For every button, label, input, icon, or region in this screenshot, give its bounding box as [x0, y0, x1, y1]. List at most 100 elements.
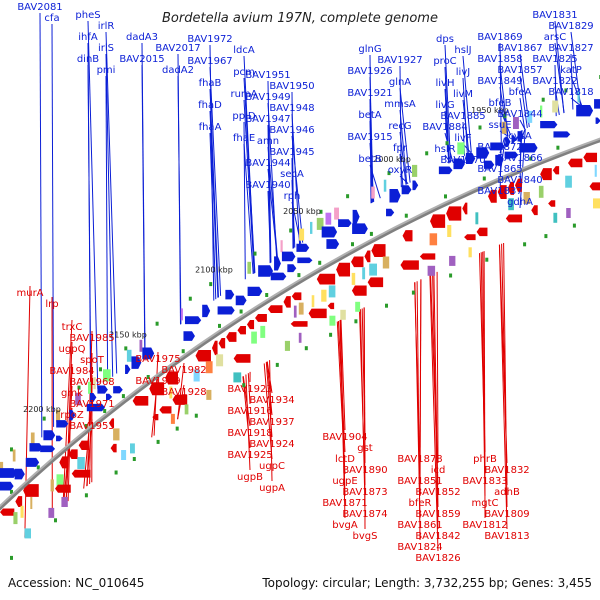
forward-gene-label: BAV1857	[497, 65, 542, 76]
reverse-gene-arrow	[364, 250, 371, 263]
reverse-gene-label: BAV1859	[415, 509, 460, 520]
forward-gene-label: BAV1948	[269, 103, 314, 114]
label-connector	[267, 146, 278, 259]
reverse-gene-label: BAV1925	[227, 450, 272, 461]
cog-category-block	[383, 179, 387, 192]
feature-tick	[10, 447, 13, 452]
label-connector	[141, 64, 146, 352]
cog-category-block	[298, 332, 302, 343]
cog-category-block	[247, 261, 251, 274]
label-connector	[429, 275, 439, 552]
forward-gene-arrow	[389, 188, 401, 203]
feature-tick	[146, 375, 150, 379]
reverse-gene-arrow	[55, 484, 71, 493]
cog-category-block	[593, 198, 600, 209]
forward-gene-label: bfeA	[509, 87, 532, 98]
reverse-gene-arrow	[446, 206, 462, 221]
forward-gene-label: BAV1951	[245, 70, 290, 81]
kbp-scale-label: 2150 kbp	[109, 331, 147, 340]
forward-gene-arrow	[40, 445, 56, 453]
forward-gene-arrow	[553, 131, 571, 138]
feature-tick	[529, 156, 533, 161]
forward-gene-label: BAV1837	[477, 186, 522, 197]
reverse-gene-arrow	[351, 256, 364, 268]
feature-tick	[218, 323, 221, 328]
reverse-gene-arrow	[476, 227, 488, 237]
reverse-gene-arrow	[237, 325, 246, 335]
reverse-gene-arrow	[211, 340, 218, 356]
cog-category-block	[298, 302, 304, 315]
kbp-scale-label: 1950 kbp	[471, 106, 509, 115]
forward-gene-label: BAV1849	[477, 76, 522, 87]
label-connector-lines	[24, 12, 583, 552]
label-connector	[62, 319, 73, 506]
forward-gene-arrow	[184, 316, 202, 325]
feature-tick	[354, 319, 358, 324]
forward-gene-arrow	[106, 393, 113, 400]
forward-gene-arrow	[504, 151, 519, 159]
cog-category-block	[299, 228, 305, 241]
reverse-gene-label: BAV1934	[249, 395, 294, 406]
feature-tick	[369, 231, 373, 236]
reverse-gene-arrow	[15, 496, 23, 507]
label-connector	[369, 164, 381, 199]
feature-tick	[42, 416, 46, 421]
forward-gene-label: fhaB	[199, 78, 222, 89]
forward-gene-label: BAV1822	[532, 76, 577, 87]
forward-gene-arrow	[540, 121, 558, 129]
forward-gene-label: recG	[388, 121, 411, 132]
forward-gene-label: BAV1921	[347, 88, 392, 99]
reverse-gene-label: BAV1928	[161, 387, 206, 398]
feature-tick	[411, 290, 415, 295]
reverse-gene-arrow	[419, 253, 436, 260]
forward-gene-label: arsC	[544, 32, 566, 43]
forward-gene-arrow	[14, 468, 25, 480]
reverse-gene-label: BAV1939	[135, 376, 180, 387]
cog-category-block	[362, 267, 366, 280]
cog-category-block	[30, 497, 33, 509]
label-connector	[245, 374, 251, 471]
cog-category-block	[56, 474, 64, 487]
label-connector	[291, 135, 304, 243]
forward-gene-arrow	[287, 264, 297, 273]
feature-tick	[103, 409, 107, 413]
cog-category-block	[316, 217, 324, 230]
cog-category-block	[340, 309, 346, 320]
cog-category-block	[88, 381, 91, 394]
forward-gene-label: BAV1870	[440, 155, 485, 166]
forward-gene-arrow	[594, 99, 600, 109]
label-connector	[444, 132, 454, 162]
forward-gene-arrow	[338, 219, 352, 228]
cog-category-block	[371, 186, 375, 199]
reverse-gene-arrow	[462, 202, 468, 215]
reverse-gene-label: ugpE	[332, 476, 357, 487]
reverse-gene-label: lrp	[45, 299, 58, 310]
forward-gene-arrow	[576, 105, 594, 117]
cog-category-block	[126, 349, 132, 362]
forward-gene-arrow	[321, 226, 338, 238]
cog-category-block	[284, 340, 290, 351]
forward-gene-label: amn	[257, 136, 279, 147]
cog-category-block	[193, 369, 200, 382]
feature-tick	[556, 145, 560, 150]
label-connector	[89, 352, 93, 485]
forward-gene-label: BAV1858	[477, 54, 522, 65]
reverse-gene-label: BAV1813	[484, 531, 529, 542]
feature-tick	[289, 228, 293, 233]
reverse-gene-label: BAV1923	[227, 384, 272, 395]
reverse-gene-label: ugpQ	[59, 344, 86, 355]
feature-tick	[132, 457, 136, 461]
reverse-gene-label: trxC	[62, 322, 83, 333]
forward-gene-label: BAV1967	[187, 56, 232, 67]
reverse-gene-label: phrB	[473, 454, 497, 465]
label-connector	[51, 23, 55, 427]
genome-backbone	[0, 137, 600, 511]
forward-gene-label: BAV1947	[245, 114, 290, 125]
feature-tick	[425, 151, 429, 156]
reverse-gene-arrow	[327, 302, 335, 310]
label-connector	[444, 154, 451, 163]
kbp-scale-labels: 2200 kbp 2150 kbp 2100 kbp 2050 kbp 2000 kbp…	[23, 106, 509, 414]
reverse-gene-label: BAV1984	[49, 366, 94, 377]
reverse-gene-arrow	[507, 181, 514, 195]
reverse-gene-label: BAV1924	[249, 439, 294, 450]
